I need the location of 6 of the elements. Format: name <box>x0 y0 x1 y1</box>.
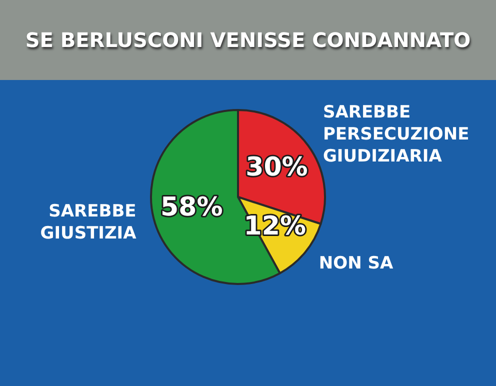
data-label: 30% <box>246 152 308 183</box>
data-label: 58% <box>160 192 223 223</box>
slice-label: NON SA <box>318 253 394 274</box>
chart-title: SE BERLUSCONI VENISSE CONDANNATO <box>0 0 496 80</box>
slice-label: SAREBBE GIUSTIZIA <box>40 202 138 244</box>
slice-label: SAREBBE PERSECUZIONE GIUDIZIARIA <box>322 102 470 167</box>
